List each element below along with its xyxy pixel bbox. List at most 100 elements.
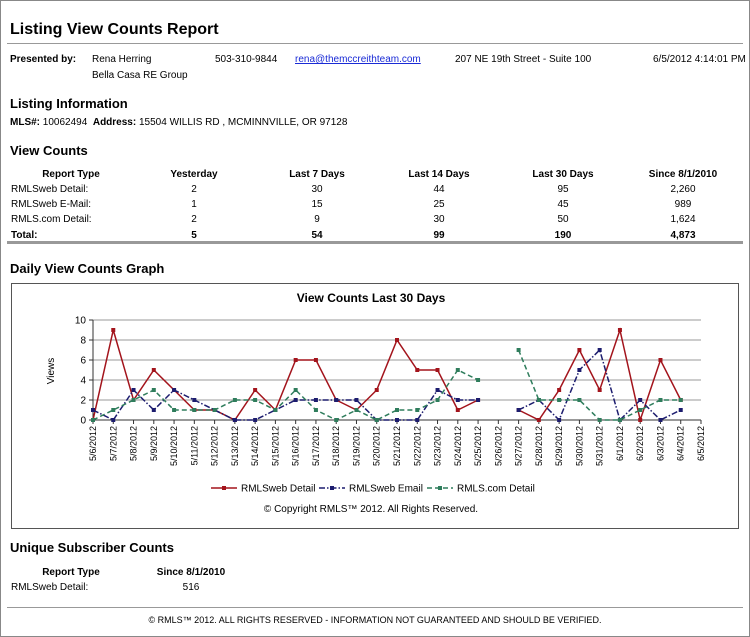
- data-point: [172, 388, 177, 392]
- mls-label: MLS#:: [10, 117, 40, 128]
- data-point: [293, 358, 298, 362]
- x-tick-label: 5/29/2012: [554, 426, 564, 466]
- data-point: [597, 388, 602, 392]
- data-point: [192, 398, 197, 402]
- count-cell: 50: [557, 214, 569, 225]
- count-cell: 1,624: [670, 214, 696, 225]
- count-cell: 45: [557, 199, 569, 210]
- y-tick-label: 8: [80, 336, 86, 347]
- legend-label: RMLSweb Email: [349, 484, 423, 495]
- data-point: [293, 398, 298, 402]
- data-point: [557, 398, 562, 402]
- data-point: [476, 398, 481, 402]
- data-point: [395, 418, 399, 422]
- data-point: [435, 368, 440, 372]
- series-line: [92, 369, 479, 421]
- count-cell: 44: [433, 184, 445, 195]
- y-tick-label: 10: [75, 316, 87, 327]
- total-cell: 190: [554, 230, 572, 241]
- x-tick-label: 5/16/2012: [291, 426, 301, 466]
- data-point: [476, 378, 481, 382]
- count-cell: 15: [311, 199, 323, 210]
- data-point: [354, 408, 359, 412]
- data-point: [253, 388, 258, 392]
- listing-address: 15504 WILLIS RD , MCMINNVILLE, OR 97128: [138, 117, 348, 128]
- data-point: [557, 388, 562, 392]
- x-tick-label: 5/23/2012: [433, 426, 443, 466]
- row-label: RMLSweb Detail:: [11, 184, 89, 195]
- section-heading: Daily View Counts Graph: [10, 261, 165, 276]
- data-point: [313, 358, 318, 362]
- data-point: [354, 398, 359, 402]
- y-tick-label: 2: [80, 396, 86, 407]
- footer: © RMLS™ 2012. ALL RIGHTS RESERVED - INFO…: [148, 615, 602, 625]
- x-tick-label: 6/3/2012: [655, 426, 665, 461]
- data-point: [516, 408, 521, 412]
- data-point: [131, 388, 136, 392]
- row-label: RMLSweb E-Mail:: [11, 199, 92, 210]
- data-point: [638, 398, 643, 402]
- data-point: [658, 358, 663, 362]
- x-tick-label: 6/1/2012: [615, 426, 625, 461]
- copyright: © Copyright RMLS™ 2012. All Rights Reser…: [264, 504, 478, 515]
- count-cell: 9: [314, 214, 320, 225]
- divider: [7, 607, 743, 608]
- data-point: [617, 418, 622, 422]
- data-point: [192, 408, 197, 412]
- data-point: [435, 388, 440, 392]
- data-point: [536, 398, 541, 402]
- section-heading: Unique Subscriber Counts: [10, 540, 174, 555]
- data-point: [111, 418, 116, 422]
- x-tick-label: 5/10/2012: [169, 426, 179, 466]
- column-header: Since 8/1/2010: [648, 169, 718, 180]
- x-tick-label: 5/11/2012: [189, 426, 199, 465]
- data-point: [111, 408, 116, 412]
- data-point: [313, 408, 318, 412]
- x-tick-label: 5/9/2012: [149, 426, 159, 461]
- data-point: [638, 418, 643, 422]
- data-point: [415, 408, 420, 412]
- series-line: [92, 329, 479, 421]
- data-point: [415, 418, 420, 422]
- report-title: Listing View Counts Report: [10, 21, 219, 38]
- x-tick-label: 5/14/2012: [250, 426, 260, 466]
- data-point: [253, 398, 258, 402]
- x-tick-label: 5/7/2012: [108, 426, 118, 461]
- data-point: [273, 408, 278, 412]
- x-tick-label: 5/25/2012: [473, 426, 483, 466]
- section-heading: View Counts: [10, 143, 88, 158]
- x-tick-label: 6/2/2012: [635, 426, 645, 461]
- x-tick-label: 5/28/2012: [534, 426, 544, 466]
- data-point: [415, 368, 420, 372]
- count-cell: 2,260: [670, 184, 696, 195]
- legend-marker: [438, 486, 442, 490]
- column-header: Report Type: [42, 169, 100, 180]
- data-point: [577, 398, 582, 402]
- data-point: [374, 418, 379, 422]
- series-line: [92, 388, 479, 421]
- total-cell: 99: [433, 230, 445, 241]
- agent-email[interactable]: rena@themccreithteam.com: [295, 54, 421, 65]
- listing-line: MLS#: 10062494 Address: 15504 WILLIS RD …: [10, 117, 347, 128]
- data-point: [577, 348, 582, 352]
- data-point: [557, 418, 562, 422]
- column-header: Last 30 Days: [532, 169, 594, 180]
- data-point: [151, 388, 156, 392]
- row-label: RMLS.com Detail:: [11, 214, 92, 225]
- x-tick-label: 5/24/2012: [453, 426, 463, 466]
- column-header: Last 7 Days: [289, 169, 345, 180]
- column-header: Yesterday: [170, 169, 218, 180]
- x-tick-label: 5/20/2012: [372, 426, 382, 466]
- data-point: [658, 398, 663, 402]
- x-tick-label: 5/15/2012: [270, 426, 280, 466]
- count-cell: 2: [191, 184, 197, 195]
- divider: [7, 241, 743, 244]
- legend-marker: [222, 486, 226, 490]
- presented-label: Presented by:: [10, 54, 77, 65]
- column-header: Since 8/1/2010: [156, 567, 226, 578]
- count-cell: 25: [433, 199, 445, 210]
- data-point: [435, 398, 440, 402]
- data-point: [577, 368, 582, 372]
- total-cell: 4,873: [670, 230, 696, 241]
